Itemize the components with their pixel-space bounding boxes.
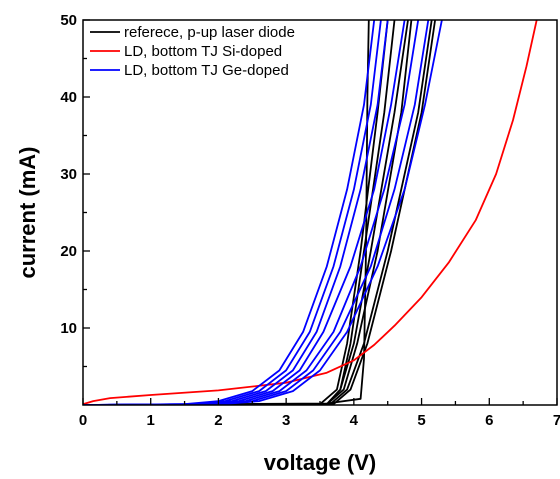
x-tick-label: 0 [79, 412, 87, 429]
series-line-7 [83, 20, 436, 405]
x-tick-label: 1 [147, 412, 155, 429]
y-tick-label: 10 [60, 320, 77, 337]
series-layer [83, 20, 538, 405]
x-tick-label: 2 [214, 412, 222, 429]
x-tick-label: 6 [485, 412, 493, 429]
x-tick-label: 7 [553, 412, 560, 429]
x-tick-label: 5 [417, 412, 425, 429]
legend: referece, p-up laser diode LD, bottom TJ … [90, 24, 295, 79]
y-axis-title: current (mA) [15, 146, 40, 278]
legend-label: referece, p-up laser diode [124, 24, 295, 41]
y-tick-label: 20 [60, 243, 77, 260]
x-axis-title: voltage (V) [264, 450, 376, 475]
x-tick-label: 3 [282, 412, 290, 429]
y-tick-label: 30 [60, 166, 77, 183]
x-tick-label: 4 [350, 412, 359, 429]
legend-label: LD, bottom TJ Si-doped [124, 43, 282, 60]
y-tick-label: 50 [60, 12, 77, 29]
ticks-layer: 0 1 2 3 4 5 6 7 10 20 30 40 50 [60, 12, 560, 429]
series-line-15 [83, 20, 443, 405]
series-line-8 [83, 20, 538, 405]
y-tick-label: 40 [60, 89, 77, 106]
legend-label: LD, bottom TJ Ge-doped [124, 62, 289, 79]
